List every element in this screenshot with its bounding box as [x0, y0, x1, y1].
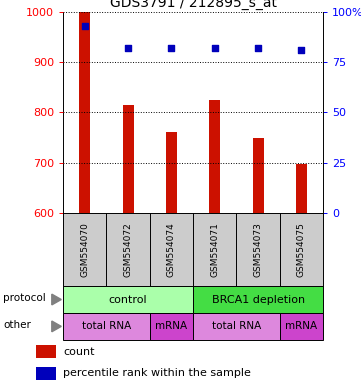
Point: [212, 45, 218, 51]
Text: mRNA: mRNA: [156, 321, 187, 331]
Point: [125, 45, 131, 51]
Title: GDS3791 / 212895_s_at: GDS3791 / 212895_s_at: [110, 0, 277, 10]
Bar: [209, 100, 220, 213]
Text: percentile rank within the sample: percentile rank within the sample: [63, 368, 251, 378]
Text: GSM554072: GSM554072: [124, 222, 132, 277]
Text: GSM554070: GSM554070: [81, 222, 89, 277]
FancyBboxPatch shape: [63, 286, 193, 313]
Text: total RNA: total RNA: [82, 321, 131, 331]
Text: total RNA: total RNA: [212, 321, 261, 331]
Bar: [253, 137, 264, 213]
Polygon shape: [52, 294, 61, 305]
Point: [82, 23, 88, 29]
FancyBboxPatch shape: [63, 313, 150, 340]
Text: BRCA1 depletion: BRCA1 depletion: [212, 295, 305, 305]
Bar: [36, 345, 56, 358]
FancyBboxPatch shape: [193, 286, 323, 313]
Bar: [79, 12, 90, 213]
Text: GSM554073: GSM554073: [254, 222, 262, 277]
FancyBboxPatch shape: [280, 313, 323, 340]
Text: mRNA: mRNA: [286, 321, 317, 331]
Text: count: count: [63, 347, 95, 357]
Point: [169, 45, 174, 51]
Point: [255, 45, 261, 51]
Text: GSM554074: GSM554074: [167, 222, 176, 277]
Text: other: other: [3, 320, 31, 330]
Text: protocol: protocol: [3, 293, 46, 303]
Bar: [36, 367, 56, 379]
FancyBboxPatch shape: [193, 313, 280, 340]
FancyBboxPatch shape: [150, 313, 193, 340]
Point: [299, 47, 304, 53]
Bar: [123, 105, 134, 213]
Bar: [296, 164, 307, 213]
Bar: [166, 132, 177, 213]
Text: control: control: [109, 295, 147, 305]
Text: GSM554075: GSM554075: [297, 222, 306, 277]
Polygon shape: [52, 321, 61, 332]
Text: GSM554071: GSM554071: [210, 222, 219, 277]
